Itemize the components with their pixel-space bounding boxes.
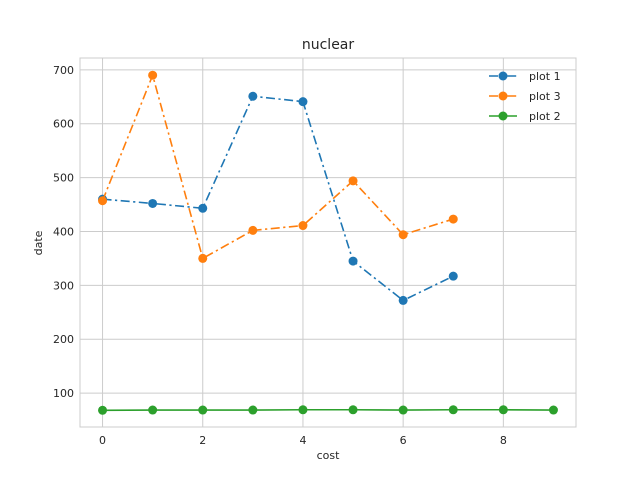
data-point — [198, 405, 208, 415]
data-point — [498, 405, 508, 415]
data-point — [98, 405, 108, 415]
legend: plot 1 plot 3 plot 2 — [489, 70, 561, 123]
legend-label: plot 1 — [529, 70, 561, 83]
chart-title: nuclear — [302, 37, 355, 53]
plot-area-frame — [79, 57, 577, 428]
data-point — [148, 405, 158, 415]
data-point — [398, 295, 408, 305]
data-point — [198, 203, 208, 213]
y-tick-label: 300 — [53, 279, 74, 292]
grid — [80, 58, 576, 427]
x-tick-label: 4 — [299, 434, 306, 447]
y-tick-label: 500 — [53, 172, 74, 185]
legend-label: plot 2 — [529, 110, 561, 123]
legend-marker — [498, 91, 508, 101]
data-point — [248, 91, 258, 101]
legend-label: plot 3 — [529, 90, 561, 103]
x-axis-label: cost — [317, 449, 341, 462]
series-line — [101, 72, 454, 260]
y-tick-label: 200 — [53, 333, 74, 346]
x-tick-label: 0 — [99, 434, 106, 447]
y-tick-label: 400 — [53, 225, 74, 238]
data-point — [298, 97, 308, 107]
data-point — [148, 70, 158, 80]
data-point — [298, 221, 308, 231]
data-point — [448, 405, 458, 415]
data-point — [398, 405, 408, 415]
y-axis-label: date — [32, 230, 45, 255]
data-point — [148, 198, 158, 208]
series-layer — [98, 70, 558, 415]
data-point — [448, 214, 458, 224]
x-axis-ticks: 0 2 4 6 8 — [99, 434, 507, 447]
x-tick-label: 2 — [199, 434, 206, 447]
series-plot-2 — [98, 405, 558, 415]
y-axis-ticks: 100 200 300 400 500 600 700 — [53, 64, 74, 400]
series-line — [102, 408, 554, 412]
data-point — [248, 405, 258, 415]
data-point — [448, 271, 458, 281]
data-point — [98, 196, 108, 206]
x-tick-label: 8 — [500, 434, 507, 447]
data-point — [348, 256, 358, 266]
data-point — [348, 405, 358, 415]
legend-item: plot 2 — [489, 110, 561, 123]
legend-item: plot 3 — [489, 90, 561, 103]
y-tick-label: 100 — [53, 387, 74, 400]
series-plot-3 — [98, 70, 458, 263]
legend-item: plot 1 — [489, 70, 561, 83]
y-tick-label: 600 — [53, 118, 74, 131]
series-line — [102, 95, 454, 302]
data-point — [198, 253, 208, 263]
x-tick-label: 6 — [400, 434, 407, 447]
data-point — [298, 405, 308, 415]
y-tick-label: 700 — [53, 64, 74, 77]
legend-marker — [498, 111, 508, 121]
data-point — [248, 225, 258, 235]
data-point — [348, 176, 358, 186]
data-point — [548, 405, 558, 415]
data-point — [398, 230, 408, 240]
legend-marker — [498, 71, 508, 81]
